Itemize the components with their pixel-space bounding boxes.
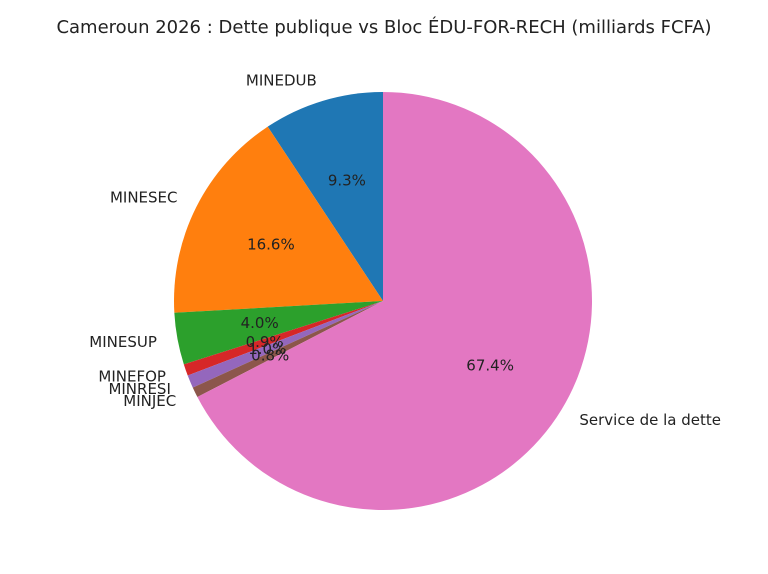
category-label: MINEFOP xyxy=(98,367,166,385)
value-label: 67.4% xyxy=(466,357,514,375)
pie-slice xyxy=(173,126,383,313)
category-label: MINEDUB xyxy=(246,71,317,89)
category-label: MINRESI xyxy=(108,380,170,398)
value-label: 9.3% xyxy=(328,171,366,189)
pie-slice xyxy=(174,301,383,365)
pie-slice xyxy=(183,301,383,376)
pie-slice xyxy=(187,301,383,388)
value-label: 0.9% xyxy=(246,333,284,351)
category-label: MINESUP xyxy=(89,333,157,351)
pie-slice xyxy=(197,92,592,511)
value-label: 16.6% xyxy=(247,235,295,253)
category-label: MINJEC xyxy=(123,392,176,410)
value-label: 4.0% xyxy=(241,314,279,332)
value-label: 0.8% xyxy=(251,346,289,364)
chart-title: Cameroun 2026 : Dette publique vs Bloc É… xyxy=(56,16,711,38)
pie-slice xyxy=(192,301,383,398)
value-label: 1.0% xyxy=(248,340,286,358)
category-label: Service de la dette xyxy=(579,411,721,429)
pie-slice xyxy=(267,92,383,301)
category-label: MINESEC xyxy=(110,188,178,206)
